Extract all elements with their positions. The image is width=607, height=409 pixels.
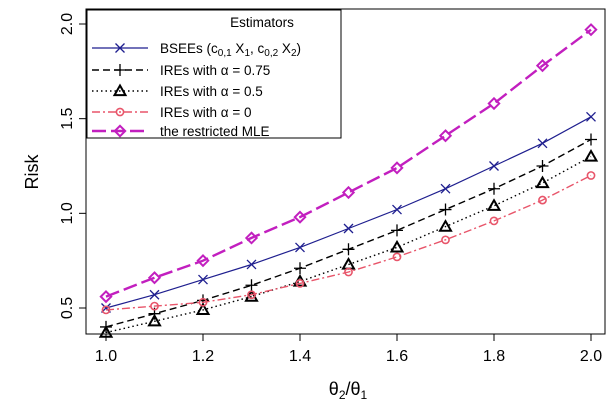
legend-swatch-marker-1 — [115, 43, 125, 53]
x-axis-title-sub1: 2 — [339, 388, 346, 402]
data-point-s4-11 — [586, 171, 596, 180]
series-line-2 — [105, 138, 592, 328]
x-tick-label: 1.2 — [192, 348, 214, 365]
series-line-1 — [105, 116, 592, 309]
x-axis-title-sep: /θ — [346, 379, 361, 399]
data-point-s1-2 — [149, 289, 160, 300]
y-tick-label: 1.0 — [59, 202, 76, 224]
data-point-s1-9 — [489, 161, 499, 171]
data-point-s5-3 — [196, 254, 210, 268]
data-point-s2-7 — [391, 224, 403, 237]
data-point-s5-7 — [390, 161, 404, 175]
data-point-s5-10 — [535, 59, 550, 73]
data-point-s2-10 — [536, 160, 549, 172]
series-line-4 — [105, 174, 592, 311]
data-point-s5-6 — [341, 185, 356, 200]
legend-entry-4: IREs with α = 0 — [160, 105, 251, 120]
data-point-s2-8 — [439, 203, 452, 216]
legend-entry-2: IREs with α = 0.75 — [160, 63, 270, 78]
data-point-s5-8 — [438, 129, 453, 143]
data-point-s2-9 — [488, 182, 500, 195]
x-axis-title-main: θ — [329, 379, 339, 399]
data-point-s1-11 — [586, 111, 596, 122]
data-point-s1-8 — [440, 183, 451, 194]
y-axis-title: Risk — [22, 154, 42, 190]
data-point-s5-9 — [487, 96, 501, 111]
x-tick-label: 2.0 — [580, 348, 602, 365]
data-point-s3-11 — [583, 149, 599, 162]
data-point-s4-5 — [295, 278, 305, 288]
data-point-s1-4 — [246, 259, 257, 270]
data-point-s3-10 — [535, 175, 550, 189]
data-point-s1-5 — [295, 242, 305, 253]
data-point-s4-6 — [344, 267, 353, 277]
axes: 1.0 1.2 1.4 1.6 1.8 2.0 0.5 1.0 1.5 2.0 — [59, 13, 602, 365]
x-tick-label: 1.6 — [386, 348, 408, 365]
plot-area — [98, 23, 599, 338]
data-point-s4-3 — [198, 297, 208, 307]
data-point-s3-3 — [195, 302, 211, 316]
legend-swatch-marker-5 — [113, 124, 127, 138]
series-line-5 — [105, 28, 592, 298]
legend-entry-3: IREs with α = 0.5 — [160, 84, 263, 99]
x-tick-label: 1.4 — [289, 348, 311, 365]
data-point-s1-10 — [537, 138, 548, 149]
data-point-s3-8 — [438, 219, 453, 232]
data-point-s4-7 — [392, 252, 402, 262]
legend-title: Estimators — [230, 15, 294, 30]
x-axis-title-sub2: 1 — [361, 388, 368, 402]
data-point-s4-1 — [101, 305, 111, 315]
legend-swatch-marker-2 — [114, 64, 126, 76]
x-tick-label: 1.8 — [483, 348, 505, 365]
data-point-s5-2 — [147, 271, 162, 285]
data-point-s2-5 — [294, 262, 306, 275]
data-point-s5-1 — [99, 290, 113, 304]
plot-frame — [85, 8, 606, 335]
data-point-s1-7 — [392, 204, 402, 215]
y-tick-label: 1.5 — [59, 107, 76, 129]
data-point-s3-2 — [147, 313, 162, 327]
y-tick-label: 2.0 — [59, 13, 76, 35]
data-point-s4-10 — [538, 195, 547, 205]
data-point-s1-3 — [198, 274, 208, 285]
series-line-3 — [105, 155, 592, 334]
legend-swatch-marker-3 — [112, 83, 128, 97]
legend-entry-1: BSEEs (c0,1 X1, c0,2 X2) — [160, 41, 301, 59]
legend: Estimators BSEEs (c0,1 X1, c0,2 X2) IREs w… — [86, 9, 342, 139]
legend-swatch-marker-4 — [115, 107, 125, 117]
data-point-s5-11 — [584, 23, 598, 37]
data-point-s3-7 — [389, 239, 405, 253]
data-point-s4-9 — [489, 216, 499, 226]
y-tick-label: 0.5 — [59, 297, 76, 319]
legend-entry-5: the restricted MLE — [160, 124, 270, 139]
data-point-s4-2 — [150, 301, 159, 311]
x-axis-title: θ2/θ1 — [329, 379, 368, 402]
data-point-s1-6 — [343, 223, 354, 234]
data-point-s5-5 — [293, 210, 307, 224]
data-point-s4-8 — [441, 235, 450, 245]
data-point-s4-4 — [247, 290, 256, 300]
x-tick-label: 1.0 — [95, 348, 117, 365]
data-point-s3-9 — [486, 198, 502, 211]
data-point-s2-11 — [585, 133, 597, 146]
data-point-s2-6 — [342, 243, 355, 256]
data-point-s5-4 — [244, 231, 259, 245]
legend-box — [86, 9, 342, 139]
